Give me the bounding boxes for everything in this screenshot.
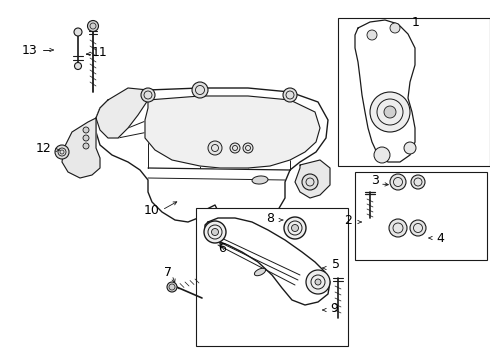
Text: 6: 6 bbox=[218, 242, 226, 255]
Circle shape bbox=[302, 174, 318, 190]
Circle shape bbox=[208, 141, 222, 155]
Circle shape bbox=[283, 88, 297, 102]
Polygon shape bbox=[96, 88, 148, 138]
Circle shape bbox=[74, 63, 81, 69]
Circle shape bbox=[306, 270, 330, 294]
Circle shape bbox=[284, 217, 306, 239]
Circle shape bbox=[411, 175, 425, 189]
Circle shape bbox=[315, 279, 321, 285]
Bar bbox=[355, 172, 487, 260]
Text: 1: 1 bbox=[412, 15, 420, 28]
Text: 7: 7 bbox=[164, 266, 172, 279]
Text: 3: 3 bbox=[371, 174, 379, 186]
Circle shape bbox=[167, 282, 177, 292]
Circle shape bbox=[292, 225, 298, 231]
Ellipse shape bbox=[254, 268, 266, 276]
Polygon shape bbox=[295, 160, 330, 198]
Circle shape bbox=[367, 30, 377, 40]
Circle shape bbox=[88, 21, 98, 32]
Circle shape bbox=[192, 82, 208, 98]
Circle shape bbox=[370, 92, 410, 132]
Circle shape bbox=[389, 219, 407, 237]
Circle shape bbox=[83, 143, 89, 149]
Circle shape bbox=[55, 145, 69, 159]
Circle shape bbox=[390, 23, 400, 33]
Polygon shape bbox=[145, 96, 320, 168]
Circle shape bbox=[390, 174, 406, 190]
Circle shape bbox=[384, 106, 396, 118]
Circle shape bbox=[74, 28, 82, 36]
Text: 5: 5 bbox=[332, 258, 340, 271]
Circle shape bbox=[141, 88, 155, 102]
Circle shape bbox=[204, 221, 226, 243]
Polygon shape bbox=[205, 218, 330, 305]
Text: 9: 9 bbox=[330, 302, 338, 315]
Circle shape bbox=[410, 220, 426, 236]
Bar bbox=[338, 18, 490, 166]
Circle shape bbox=[404, 142, 416, 154]
Text: 12: 12 bbox=[36, 141, 52, 154]
Circle shape bbox=[230, 143, 240, 153]
Bar bbox=[196, 208, 348, 346]
Ellipse shape bbox=[252, 176, 268, 184]
Text: 4: 4 bbox=[436, 231, 444, 244]
Text: 2: 2 bbox=[344, 213, 352, 226]
Polygon shape bbox=[355, 20, 415, 162]
Text: 13: 13 bbox=[22, 44, 38, 57]
Circle shape bbox=[83, 127, 89, 133]
Text: 11: 11 bbox=[92, 45, 108, 59]
Circle shape bbox=[243, 143, 253, 153]
Circle shape bbox=[374, 147, 390, 163]
Circle shape bbox=[212, 229, 219, 235]
Text: 8: 8 bbox=[266, 212, 274, 225]
Polygon shape bbox=[62, 118, 100, 178]
Text: 10: 10 bbox=[144, 203, 160, 216]
Polygon shape bbox=[96, 88, 328, 228]
Circle shape bbox=[83, 135, 89, 141]
